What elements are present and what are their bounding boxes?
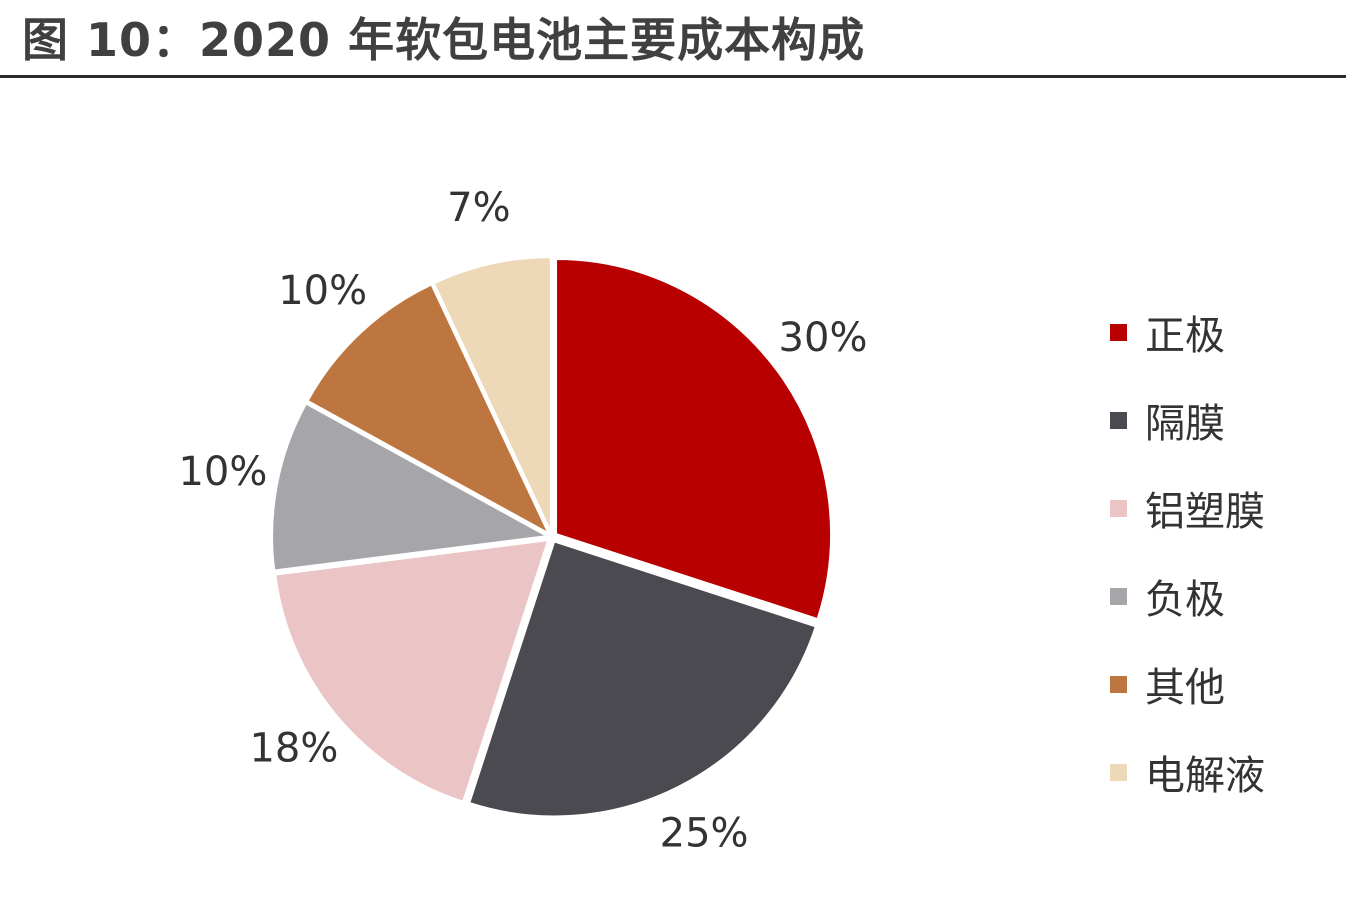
data-label-6: 7% <box>447 185 510 231</box>
legend-item: 电解液 <box>1110 728 1265 816</box>
legend-item: 隔膜 <box>1110 376 1265 464</box>
legend-swatch <box>1110 587 1127 605</box>
pie-slice-5 <box>306 283 551 536</box>
pie-data-labels: 30% 25% 18% 10% 10% 7% <box>178 185 867 856</box>
pie-slice-3 <box>274 539 550 803</box>
data-label-5: 10% <box>278 268 367 314</box>
pie-slice-6 <box>432 256 552 533</box>
data-label-4: 10% <box>178 449 267 495</box>
data-label-2: 25% <box>660 811 749 857</box>
legend-item: 正极 <box>1110 288 1265 376</box>
legend-label: 负极 <box>1145 577 1225 623</box>
legend-label: 其他 <box>1145 665 1225 711</box>
legend-item: 负极 <box>1110 552 1265 640</box>
legend-swatch <box>1110 323 1127 341</box>
legend-label: 正极 <box>1145 313 1225 359</box>
legend-swatch <box>1110 763 1127 781</box>
legend-swatch <box>1110 675 1127 693</box>
legend-swatch <box>1110 499 1127 517</box>
data-label-1: 30% <box>779 315 868 361</box>
pie-slices <box>271 256 833 818</box>
legend-swatch <box>1110 411 1127 429</box>
legend-label: 电解液 <box>1145 753 1265 799</box>
legend-label: 隔膜 <box>1145 401 1225 447</box>
pie-slice-1 <box>555 258 833 621</box>
legend-label: 铝塑膜 <box>1145 489 1265 535</box>
legend-item: 其他 <box>1110 640 1265 728</box>
pie-slice-2 <box>468 540 818 818</box>
legend: 正极 隔膜 铝塑膜 负极 其他 电解液 <box>1110 288 1265 816</box>
legend-item: 铝塑膜 <box>1110 464 1265 552</box>
pie-slice-4 <box>271 402 551 572</box>
data-label-3: 18% <box>249 726 338 772</box>
chart-title: 图 10：2020 年软包电池主要成本构成 <box>22 13 866 67</box>
title-underline <box>0 75 1346 78</box>
